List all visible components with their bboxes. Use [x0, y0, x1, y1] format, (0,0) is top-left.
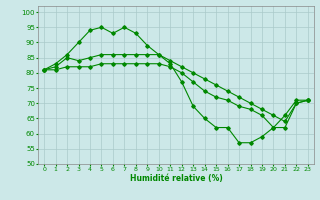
X-axis label: Humidité relative (%): Humidité relative (%)	[130, 174, 222, 183]
